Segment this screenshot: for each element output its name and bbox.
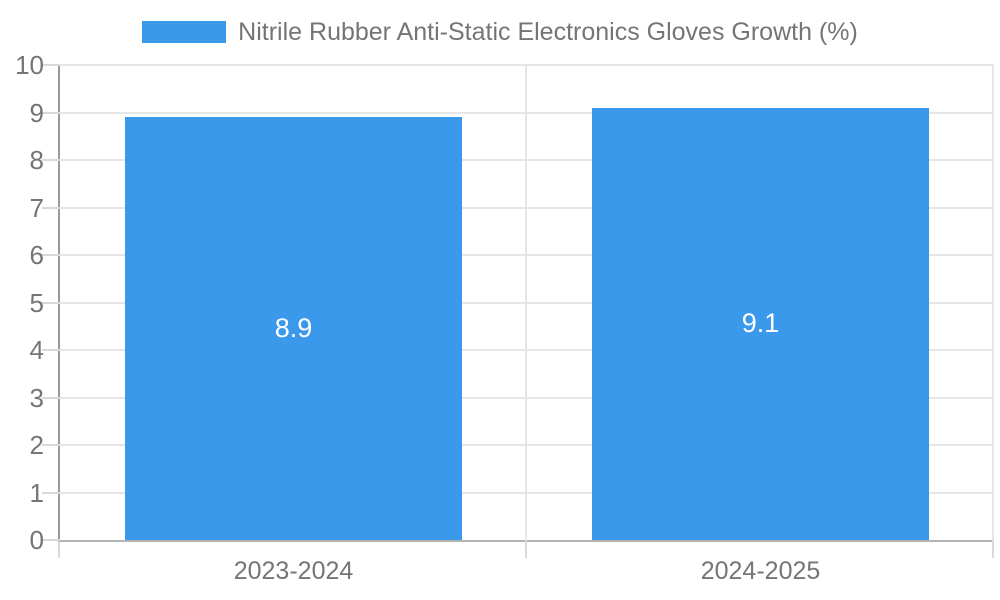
y-axis-tick — [42, 349, 60, 351]
x-category-label: 2023-2024 — [233, 557, 354, 585]
y-axis-tick — [42, 206, 60, 209]
plot-area: 8.9 9.1 — [42, 64, 994, 558]
y-tick-label: 3 — [29, 382, 44, 413]
bar-value-label: 9.1 — [741, 308, 780, 339]
x-axis-tick — [525, 540, 527, 558]
h-gridline — [60, 159, 994, 161]
y-tick-label: 1 — [29, 477, 44, 508]
y-axis-tick — [42, 301, 60, 304]
h-gridline — [60, 254, 994, 256]
y-axis-tick — [42, 64, 60, 66]
h-gridline — [60, 301, 994, 304]
bar-2024-2025[interactable]: 9.1 — [592, 107, 929, 540]
y-tick-label: 8 — [29, 145, 44, 175]
y-tick-label: 0 — [29, 525, 44, 555]
y-axis-tick — [42, 111, 60, 114]
y-tick-label: 4 — [29, 335, 44, 365]
h-gridline — [60, 111, 994, 114]
h-gridline — [60, 444, 994, 446]
h-gridline — [60, 206, 994, 209]
h-gridline — [60, 396, 994, 399]
v-gridline — [525, 65, 527, 540]
bar-2023-2024[interactable]: 8.9 — [125, 117, 462, 540]
y-tick-label: 5 — [29, 287, 44, 318]
h-gridline — [60, 64, 994, 66]
legend-swatch — [142, 21, 227, 43]
h-gridline — [60, 491, 994, 494]
x-axis-tick — [992, 540, 994, 558]
chart-legend[interactable]: Nitrile Rubber Anti-Static Electronics G… — [0, 16, 1000, 48]
y-tick-label: 2 — [29, 430, 44, 460]
y-tick-label: 10 — [15, 50, 44, 80]
y-tick-label: 9 — [29, 97, 44, 128]
y-axis-tick — [42, 539, 60, 541]
y-axis-tick — [42, 254, 60, 256]
y-axis-tick — [42, 396, 60, 399]
h-gridline — [60, 349, 994, 351]
y-tick-label: 7 — [29, 192, 44, 223]
v-gridline — [992, 65, 994, 540]
y-axis-tick-extension — [58, 540, 60, 558]
legend-label: Nitrile Rubber Anti-Static Electronics G… — [238, 17, 858, 46]
y-axis-tick — [42, 444, 60, 446]
x-category-label: 2024-2025 — [700, 557, 821, 585]
y-tick-label: 6 — [29, 240, 44, 270]
y-axis-tick — [42, 159, 60, 161]
bar-value-label: 8.9 — [274, 313, 313, 344]
y-axis-tick — [42, 491, 60, 494]
